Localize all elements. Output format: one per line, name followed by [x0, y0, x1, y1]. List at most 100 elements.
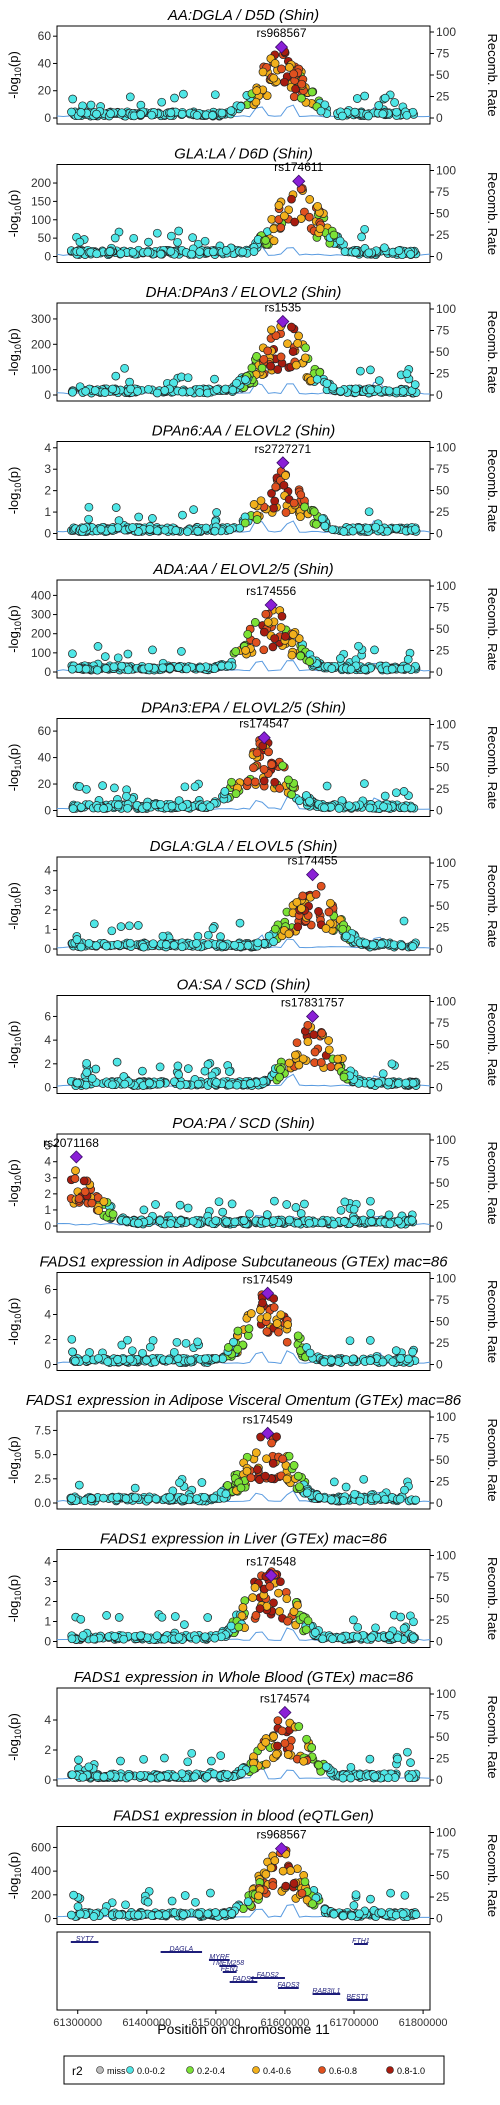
snp-point [82, 784, 91, 794]
snp-point [254, 1891, 263, 1901]
snp-point [258, 741, 268, 751]
y-tick-label: 2.5 [34, 1472, 51, 1486]
snp-point [276, 223, 286, 232]
snp-point [167, 231, 176, 241]
recomb-tick-label: 50 [436, 899, 450, 913]
snp-point [355, 1909, 364, 1919]
snp-point [320, 803, 329, 813]
recomb-tick-label: 0 [436, 250, 443, 264]
snp-point [74, 1755, 83, 1765]
y-tick-label: 200 [31, 1888, 51, 1902]
snp-point [384, 1210, 394, 1220]
snp-point [322, 379, 332, 388]
snp-point [176, 1216, 186, 1225]
lead-snp-label: rs174547 [239, 717, 289, 731]
snp-point [276, 1065, 285, 1074]
snp-point [384, 1077, 394, 1087]
snp-point [305, 1218, 314, 1228]
recomb-tick-label: 75 [436, 739, 450, 753]
snp-point [361, 938, 370, 948]
snp-point [270, 924, 280, 934]
snp-point [145, 524, 155, 534]
snp-point [392, 107, 401, 117]
chart-title: DPAn3:EPA / ELOVL2/5 (Shin) [141, 700, 346, 717]
snp-point [210, 374, 219, 384]
lead-snp-diamond [292, 174, 306, 188]
snp-point [234, 1622, 244, 1632]
snp-point [338, 1773, 348, 1783]
snp-point [80, 1187, 90, 1197]
y-tick-label: 0 [44, 1219, 51, 1233]
snp-point [289, 1461, 299, 1470]
snp-point [128, 523, 137, 532]
snp-point [136, 1771, 145, 1780]
snp-point [227, 777, 236, 787]
snp-point [297, 1888, 307, 1898]
snp-point [225, 1067, 234, 1076]
snp-point [391, 788, 401, 798]
snp-point [67, 1770, 77, 1780]
snp-point [89, 919, 99, 929]
legend-label: 0.6-0.8 [329, 2066, 357, 2076]
chart-panel: ADA:AA / ELOVL2/5 (Shin) 0 100 200 300 400 -lo… [6, 561, 500, 679]
recomb-tick-label: 100 [436, 579, 456, 593]
recomb-axis-label: Recomb. Rate [485, 587, 500, 670]
recomb-tick-label: 50 [436, 1592, 450, 1606]
recomb-tick-label: 0 [436, 1912, 443, 1926]
snp-point [124, 1772, 134, 1781]
snp-point [280, 1738, 290, 1748]
y-axis-label: -log10(p) [6, 467, 23, 515]
snp-point [400, 1890, 410, 1900]
recomb-tick-label: 50 [436, 484, 450, 498]
snp-point [252, 515, 262, 524]
lead-snp-diamond [276, 314, 290, 329]
gene-label: FADS2 [257, 1972, 279, 1979]
snp-point [394, 1216, 403, 1226]
snp-point [87, 1198, 97, 1208]
snp-point [123, 803, 132, 813]
snp-point [300, 502, 309, 512]
snp-point [296, 512, 305, 522]
snp-point [385, 1219, 395, 1229]
snp-point [218, 1207, 228, 1217]
snp-point [346, 664, 356, 674]
recomb-tick-label: 100 [436, 1133, 456, 1147]
snp-point [287, 194, 296, 204]
snp-point [266, 361, 276, 371]
snp-point [360, 224, 369, 234]
snp-point [270, 1856, 280, 1865]
snp-point [110, 233, 120, 243]
y-axis-label: -log10(p) [6, 605, 23, 653]
snp-point [294, 634, 304, 643]
legend-label: 0.8-1.0 [397, 2066, 425, 2076]
snp-point [81, 1354, 91, 1364]
snp-point [249, 500, 259, 509]
snp-point [203, 1909, 213, 1919]
snp-point [340, 1217, 349, 1226]
snp-point [249, 247, 259, 256]
snp-point [316, 881, 326, 891]
snp-point [250, 618, 260, 627]
snp-point [221, 246, 231, 255]
y-tick-label: 3 [44, 1171, 51, 1185]
snp-point [374, 1078, 383, 1088]
snp-point [258, 1298, 267, 1308]
snp-point [408, 1078, 418, 1088]
recomb-tick-label: 50 [436, 1315, 450, 1329]
snp-point [333, 1054, 343, 1064]
snp-point [339, 1072, 349, 1082]
snp-point [69, 1890, 78, 1900]
snp-point [225, 1080, 234, 1090]
snp-point [305, 1348, 315, 1358]
recomb-tick-label: 0 [436, 1219, 443, 1233]
snp-point [68, 649, 77, 659]
recomb-tick-label: 0 [436, 388, 443, 402]
snp-point [195, 247, 205, 257]
recomb-tick-label: 75 [436, 1016, 450, 1030]
recomb-tick-label: 25 [436, 1198, 450, 1212]
y-tick-label: 4 [44, 1033, 51, 1047]
snp-point [349, 1204, 359, 1214]
snp-point [261, 1218, 271, 1227]
snp-point [190, 1772, 200, 1782]
snp-point [262, 1327, 272, 1336]
